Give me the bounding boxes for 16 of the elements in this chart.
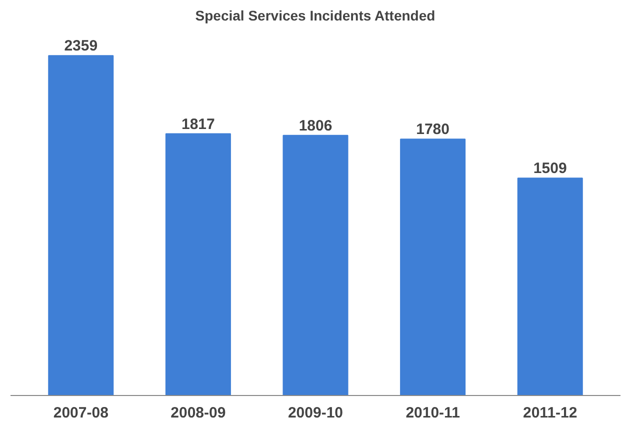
bar	[48, 55, 114, 396]
x-tick-label: 2011-12	[523, 404, 578, 422]
data-label: 2359	[64, 38, 98, 55]
x-tick-label: 2008-09	[170, 404, 226, 422]
bar	[400, 138, 466, 396]
bar	[165, 133, 231, 396]
x-tick-label: 2009-10	[288, 404, 344, 422]
data-label: 1806	[298, 117, 332, 134]
chart-title: Special Services Incidents Attended	[195, 8, 436, 24]
data-label: 1780	[416, 121, 450, 138]
x-tick-label: 2007-08	[53, 404, 108, 422]
data-label: 1509	[533, 160, 567, 178]
bar	[282, 134, 348, 396]
x-tick-label: 2010-11	[406, 404, 460, 422]
bar	[517, 178, 583, 396]
data-label: 1817	[182, 116, 215, 133]
